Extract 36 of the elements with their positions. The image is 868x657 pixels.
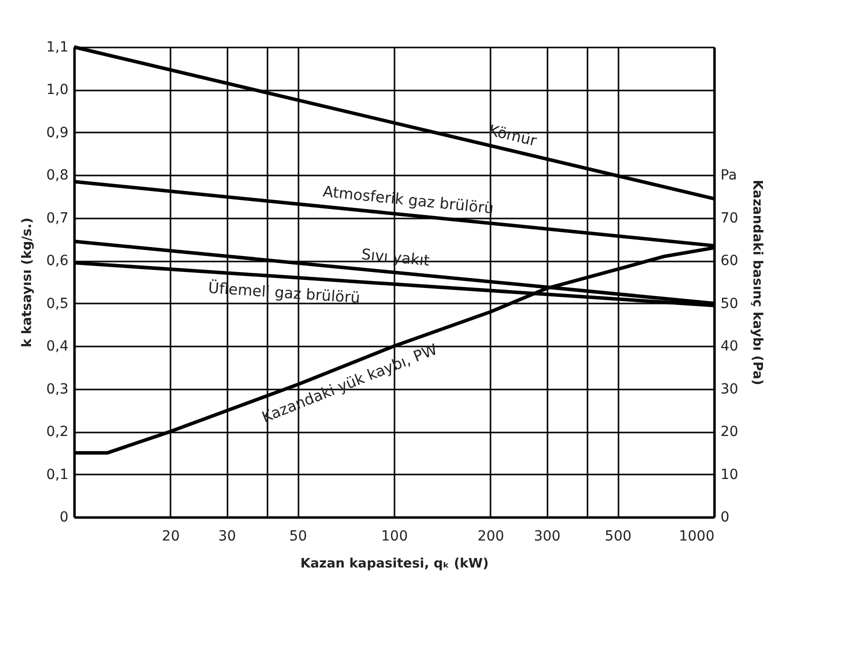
x-tick-label: 300: [534, 528, 561, 544]
y2-axis-title: Kazandaki basınç kaybı (Pa): [749, 180, 764, 386]
y2-tick-label: 0: [720, 510, 730, 526]
y-tick-label: 1,1: [46, 40, 68, 56]
y2-tick-label: 50: [720, 296, 738, 312]
x-tick-label: 500: [604, 528, 632, 544]
x-tick-label: 100: [381, 528, 408, 544]
y-tick-label: 1,0: [46, 82, 68, 98]
y-tick-label: 0,7: [46, 210, 68, 226]
y-axis-title: k katsayısı (kg/s.): [20, 218, 36, 348]
x-tick-label: 200: [477, 528, 504, 544]
y2-tick-label: 30: [720, 381, 738, 398]
y-tick-label: 0,8: [46, 168, 68, 184]
y-tick-label: 0,5: [46, 296, 68, 312]
y-tick-label: 0,9: [46, 124, 68, 141]
y-tick-label: 0,6: [46, 253, 69, 270]
y-tick-label: 0,1: [46, 466, 68, 483]
text: Kömür: [486, 121, 540, 150]
y2-tick-label: 70: [720, 210, 738, 226]
y-tick-label: 0: [60, 510, 68, 526]
x-tick-label: 20: [162, 528, 180, 544]
y-tick-label: 0,4: [46, 338, 69, 355]
y2-tick-label: 20: [720, 424, 738, 440]
y2-tick-label: 10: [720, 466, 738, 483]
series-label: Üflemeli gaz brülörü: [208, 278, 361, 307]
y2-tick-label: Pa: [720, 168, 737, 184]
x-tick-label: 30: [218, 528, 236, 544]
text: Sıvı yakıt: [360, 245, 430, 270]
text: Atmosferik gaz brülörü: [322, 182, 494, 218]
y-tick-label: 0,2: [46, 424, 68, 440]
y-tick-label: 0,3: [46, 381, 68, 398]
x-axis-title: Kazan kapasitesi, qₖ (kW): [300, 556, 489, 572]
x-tick-label: 1000: [678, 528, 714, 544]
y2-tick-label: 60: [720, 253, 738, 270]
y2-tick-label: 40: [720, 338, 738, 355]
x-tick-label: 50: [289, 528, 308, 544]
